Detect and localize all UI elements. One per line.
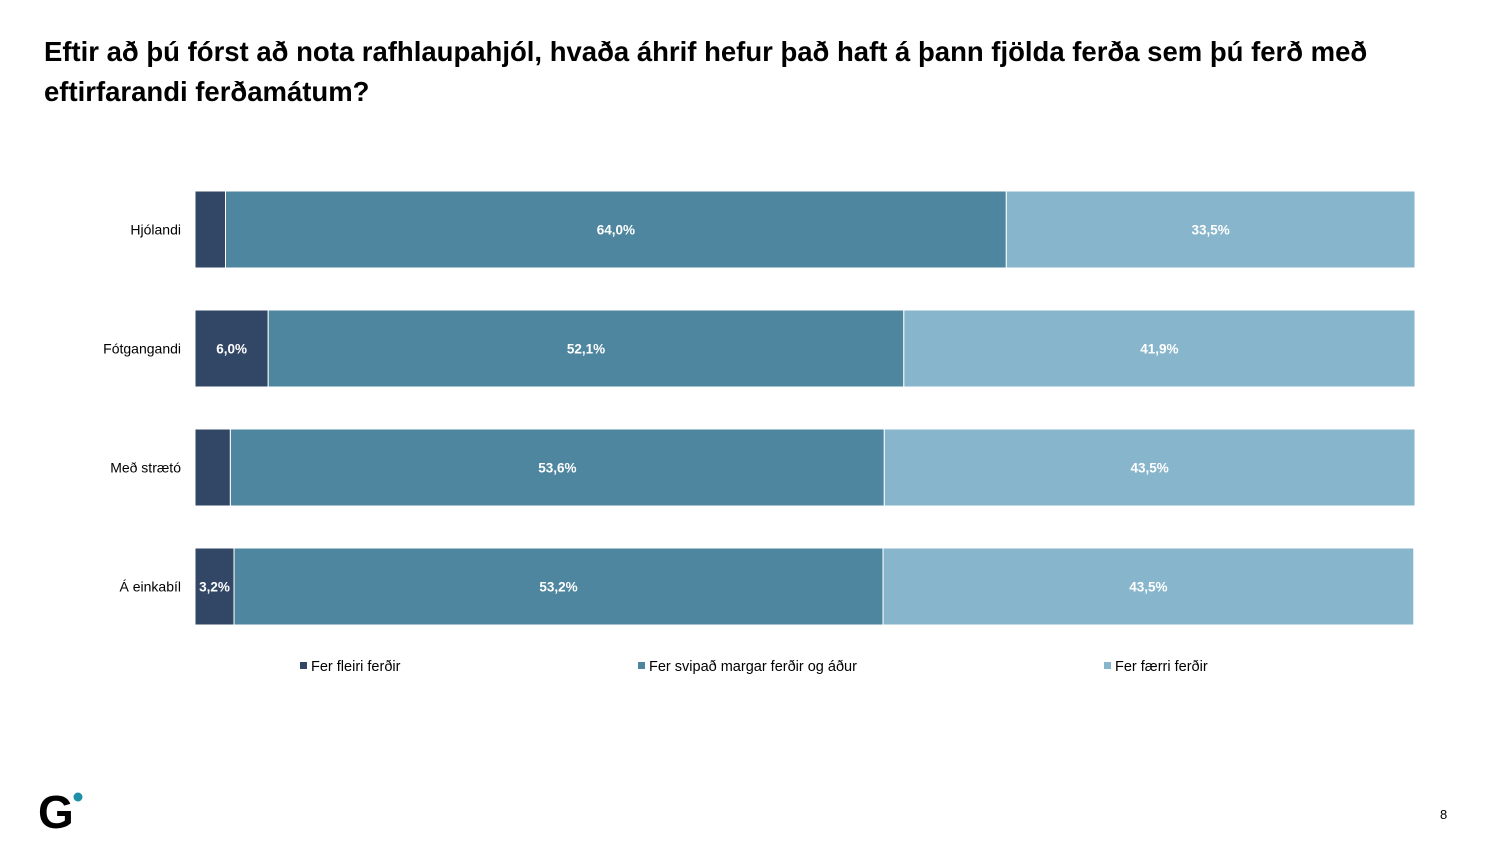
bar-segment <box>194 190 226 269</box>
bar-segment <box>229 428 885 507</box>
bar-segment <box>233 547 884 626</box>
legend-swatch <box>300 662 307 669</box>
legend-label: Fer færri ferðir <box>1115 659 1208 675</box>
legend-label: Fer fleiri ferðir <box>311 659 401 675</box>
data-label: 53,2% <box>539 580 577 595</box>
category-label: Fótgangandi <box>103 341 181 357</box>
bar-segment <box>194 547 235 626</box>
category-label: Á einkabíl <box>120 579 181 595</box>
data-label: 41,9% <box>1140 342 1178 357</box>
data-label: 64,0% <box>597 223 635 238</box>
page-number: 8 <box>1440 807 1448 822</box>
legend-swatch <box>638 662 645 669</box>
bar-segment <box>1005 190 1416 269</box>
bar-segment <box>903 309 1416 388</box>
bar-segment <box>194 428 231 507</box>
data-label: 52,1% <box>567 342 605 357</box>
data-label: 6,0% <box>216 342 247 357</box>
data-label: 43,5% <box>1131 461 1169 476</box>
data-label: 3,2% <box>199 580 230 595</box>
category-label: Með strætó <box>110 460 181 476</box>
logo-letter: G <box>38 788 74 834</box>
logo-icon: G <box>38 788 83 834</box>
data-label: 53,6% <box>538 461 576 476</box>
legend-label: Fer svipað margar ferðir og áður <box>649 659 857 675</box>
bar-segment <box>882 547 1415 626</box>
bar-segment <box>225 190 1007 269</box>
bar-segment <box>883 428 1416 507</box>
category-label: Hjólandi <box>130 222 181 238</box>
data-label: 43,5% <box>1129 580 1167 595</box>
bar-segment <box>267 309 905 388</box>
legend-swatch <box>1104 662 1111 669</box>
data-label: 33,5% <box>1192 223 1230 238</box>
chart-title: Eftir að þú fórst að nota rafhlaupahjól,… <box>44 36 1368 107</box>
